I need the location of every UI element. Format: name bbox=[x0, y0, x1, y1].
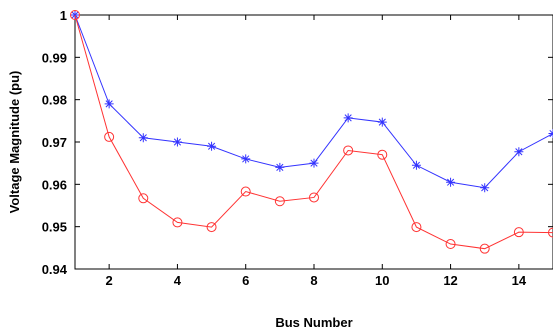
series-2-point bbox=[411, 222, 422, 233]
series-2-point bbox=[513, 227, 524, 238]
y-tick-label: 1 bbox=[60, 8, 67, 23]
series-1-point bbox=[446, 177, 456, 187]
y-tick-label: 0.96 bbox=[42, 177, 67, 192]
series-1-point bbox=[207, 141, 217, 151]
series-1-point bbox=[480, 183, 490, 193]
series-2-point bbox=[172, 217, 183, 228]
y-tick-label: 0.97 bbox=[42, 135, 67, 150]
series-1-point bbox=[411, 160, 421, 170]
series-2-point bbox=[138, 193, 149, 204]
series-2-point bbox=[240, 186, 251, 197]
x-tick-label: 12 bbox=[443, 273, 457, 288]
series-2-point bbox=[548, 227, 553, 238]
series-1-point bbox=[377, 117, 387, 127]
series-group bbox=[70, 10, 553, 254]
x-tick-label: 4 bbox=[174, 273, 182, 288]
x-axis-title: Bus Number bbox=[275, 315, 352, 330]
series-1-point bbox=[172, 137, 182, 147]
series-2-point bbox=[274, 196, 285, 207]
x-tick-label: 2 bbox=[106, 273, 113, 288]
series-2-point bbox=[479, 243, 490, 254]
x-axis-ticks: 2 4 6 8 10 12 14 bbox=[106, 15, 527, 288]
y-tick-label: 0.94 bbox=[42, 262, 68, 277]
x-tick-label: 10 bbox=[375, 273, 389, 288]
plot-area bbox=[74, 14, 553, 270]
series-1-point bbox=[514, 147, 524, 157]
y-tick-label: 0.98 bbox=[42, 93, 67, 108]
series-2-point bbox=[343, 145, 354, 156]
y-tick-label: 0.95 bbox=[42, 220, 67, 235]
series-2-point bbox=[309, 192, 319, 203]
series-2-point bbox=[445, 239, 456, 250]
series-1-point bbox=[343, 113, 353, 123]
series-1-point bbox=[138, 133, 148, 143]
series-1-point bbox=[241, 154, 251, 164]
series-1-point bbox=[275, 162, 285, 172]
x-tick-label: 8 bbox=[310, 273, 317, 288]
y-axis-title: Voltage Magnitude (pu) bbox=[7, 71, 22, 214]
y-tick-label: 0.99 bbox=[42, 50, 67, 65]
series-2-point bbox=[104, 131, 115, 142]
series-2 bbox=[70, 10, 553, 254]
series-2-line bbox=[74, 14, 553, 250]
x-tick-label: 14 bbox=[512, 273, 527, 288]
series-1-point bbox=[309, 158, 319, 168]
series-1-point bbox=[104, 99, 114, 109]
series-2-point bbox=[206, 222, 217, 233]
x-tick-label: 6 bbox=[242, 273, 249, 288]
series-2-point bbox=[70, 10, 80, 20]
series-2-point bbox=[377, 149, 388, 160]
